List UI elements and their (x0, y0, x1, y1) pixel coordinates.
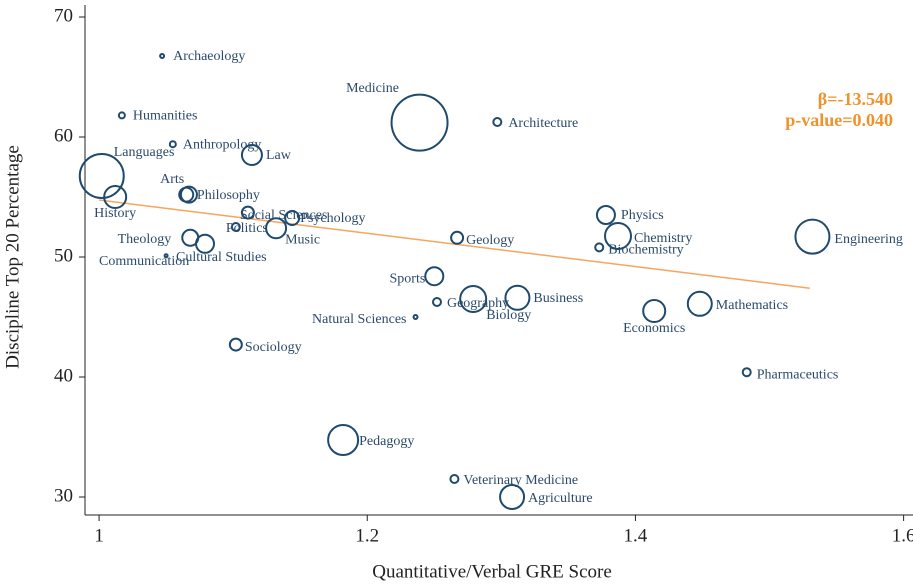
annotation: β=-13.540 (818, 89, 893, 109)
bubble (595, 205, 616, 225)
point-label: Natural Sciences (312, 312, 406, 327)
point-label: Biochemistry (608, 243, 683, 258)
point-label: Chemistry (634, 231, 692, 246)
bubble (163, 253, 169, 259)
x-tick-label: 1.6 (892, 525, 913, 546)
point-label: Languages (114, 145, 175, 160)
point-label: Psychology (300, 211, 365, 226)
point-label: Medicine (346, 81, 399, 96)
point-label: Architecture (508, 116, 578, 131)
bubble (265, 217, 288, 240)
bubble (103, 185, 128, 209)
bubble (195, 233, 216, 254)
point-label: Geology (466, 233, 514, 248)
point-label: Business (533, 291, 583, 306)
bubble (499, 484, 526, 510)
bubble (686, 290, 713, 317)
bubble (431, 297, 442, 307)
y-tick-label: 40 (54, 365, 73, 386)
bubble (390, 93, 449, 152)
bubble (284, 210, 301, 226)
point-label: Pedagogy (359, 434, 414, 449)
bubble (492, 117, 503, 127)
bubble (642, 299, 667, 323)
point-label: Anthropology (183, 137, 262, 152)
y-axis-label: Discipline Top 20 Percentage (2, 145, 23, 369)
bubble (240, 144, 263, 166)
point-label: Law (266, 148, 292, 163)
y-tick-label: 50 (54, 245, 73, 266)
bubble (412, 314, 419, 320)
point-label: Biology (486, 308, 531, 323)
point-label: Engineering (834, 232, 902, 247)
point-label: Humanities (133, 109, 198, 124)
point-label: Physics (621, 208, 664, 223)
bubble (450, 230, 465, 245)
point-label: Philosophy (197, 188, 260, 203)
bubble (424, 266, 445, 287)
point-label: History (94, 206, 136, 221)
x-tick-label: 1 (94, 525, 104, 546)
bubble (794, 218, 831, 255)
point-label: Archaeology (173, 49, 245, 64)
bubble (228, 337, 243, 352)
point-label: Music (285, 232, 320, 247)
x-tick-label: 1.2 (355, 525, 379, 546)
bubble (159, 53, 166, 59)
bubble (78, 153, 125, 199)
point-label: Social Sciences (240, 208, 327, 223)
bubble (594, 242, 605, 253)
point-label: Sociology (245, 340, 302, 355)
point-label: Veterinary Medicine (463, 473, 578, 488)
bubble (240, 205, 255, 220)
x-axis-label: Quantitative/Verbal GRE Score (372, 561, 612, 582)
bubble (504, 284, 531, 311)
y-tick-label: 70 (54, 5, 73, 26)
point-label: Sports (390, 271, 426, 286)
bubble (459, 285, 488, 313)
point-label: Theology (118, 232, 172, 247)
y-tick-label: 60 (54, 125, 73, 146)
point-label: Arts (160, 172, 184, 187)
x-tick-label: 1.4 (624, 525, 648, 546)
bubble (230, 222, 241, 232)
bubble (179, 185, 198, 204)
point-label: Pharmaceutics (757, 367, 839, 382)
point-label: Politics (226, 221, 268, 236)
bubble (117, 111, 126, 120)
y-tick-label: 30 (54, 485, 73, 506)
point-label: Communication (99, 254, 189, 269)
bubble (168, 140, 177, 149)
annotation: p-value=0.040 (785, 110, 893, 130)
bubble (741, 367, 752, 378)
bubble (327, 424, 360, 456)
bubble (449, 474, 460, 484)
bubble (604, 222, 633, 250)
point-label: Mathematics (716, 298, 788, 313)
point-label: Agriculture (528, 491, 593, 506)
point-label: Economics (623, 321, 685, 336)
point-label: Cultural Studies (176, 250, 267, 265)
